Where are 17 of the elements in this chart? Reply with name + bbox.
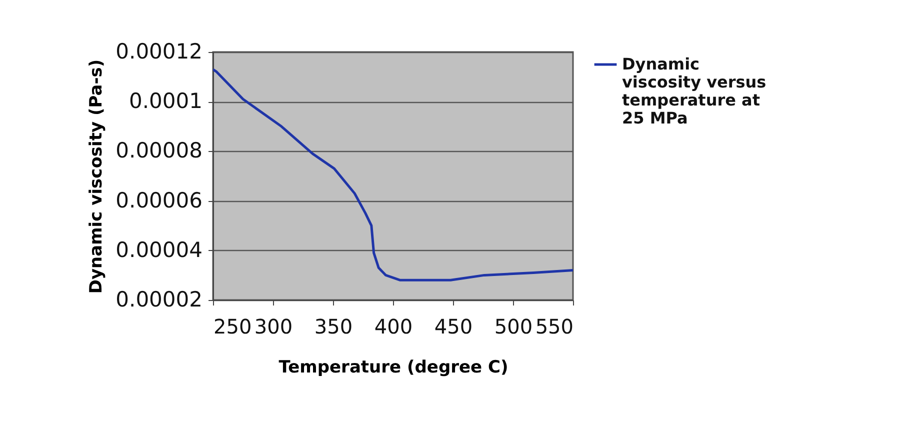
x-tick-label: 500 <box>494 314 533 338</box>
y-tick-label: 0.00008 <box>116 138 202 163</box>
y-tick-label: 0.00004 <box>116 238 202 262</box>
x-tick-label: 250 <box>214 314 252 338</box>
y-tick-label: 0.00002 <box>116 288 202 312</box>
x-tick-label: 550 <box>535 314 574 338</box>
line-series <box>213 68 573 282</box>
legend-label: Dynamic viscosity versus temperature at 25 MPa <box>622 54 766 128</box>
y-tick-label: 0.0001 <box>129 89 202 114</box>
x-tick-label: 400 <box>374 314 413 338</box>
x-tick-label: 300 <box>254 314 293 338</box>
x-tick-label: 450 <box>434 314 473 338</box>
x-axis-title: Temperature (degree C) <box>278 358 508 378</box>
y-tick-label: 0.00012 <box>116 40 202 64</box>
x-tick-label: 350 <box>314 314 353 338</box>
y-tick-label: 0.00006 <box>116 188 202 212</box>
y-axis-title: Dynamic viscosity (Pa-s) <box>86 59 107 294</box>
